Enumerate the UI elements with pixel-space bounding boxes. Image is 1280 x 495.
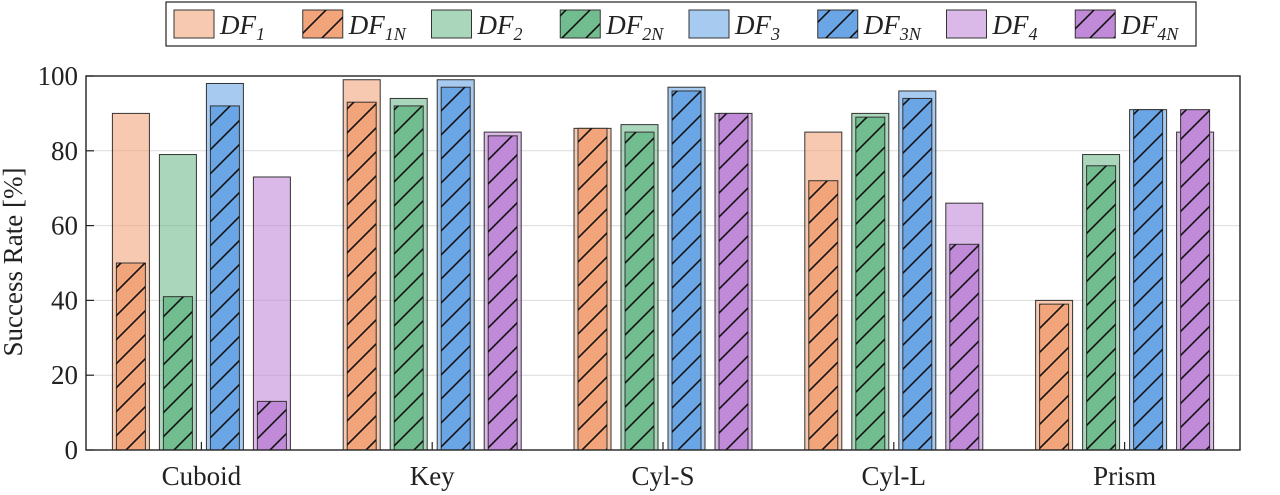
bar-hatch-df2n-cuboid	[163, 296, 193, 450]
legend-swatch-df4	[946, 9, 987, 39]
legend-label-df2: DF2	[477, 10, 523, 44]
bar-hatch-df1n-key	[347, 102, 377, 451]
bar-hatch-df4n-key	[488, 135, 518, 450]
bar-hatch-df4n-cyl-s	[719, 113, 748, 451]
bar-hatch-df2n-key	[394, 105, 424, 451]
legend-swatch-hatch	[302, 10, 343, 38]
legend-label-df1n: DF1N	[348, 10, 407, 44]
y-tick-label: 80	[51, 136, 78, 166]
bar-hatch-df1n-cyl-s	[578, 128, 607, 451]
y-tick-label: 60	[51, 211, 78, 241]
bar-hatch-df4n-cuboid	[257, 401, 287, 450]
y-tick-label: 0	[65, 435, 79, 465]
bar-hatch-df1n-cyl-l	[808, 180, 838, 450]
legend-label-df3: DF3	[734, 10, 780, 44]
plot-frame	[85, 75, 1241, 451]
bar-hatch-df3n-cyl-l	[902, 98, 932, 450]
legend-label-df4n: DF4N	[1120, 10, 1179, 44]
bar-hatch-df3n-prism	[1133, 109, 1163, 450]
bar-hatch-df4n-cyl-l	[949, 244, 979, 450]
y-tick-label: 20	[51, 360, 78, 390]
legend-label-df2n: DF2N	[605, 10, 664, 44]
bar-hatch-df2n-cyl-s	[625, 132, 654, 450]
bar-hatch-df4n-prism	[1180, 109, 1210, 450]
legend: DF1 DF1N DF2 DF2N DF3 DF3N DF4 DF4N	[165, 1, 1197, 47]
bar-hatch-df3n-cyl-s	[672, 90, 701, 451]
bar-hatch-df2n-cyl-l	[855, 117, 885, 450]
x-tick-label: Prism	[1093, 461, 1156, 491]
legend-swatch-df2	[431, 9, 472, 39]
legend-swatch-hatch	[817, 10, 858, 38]
legend-swatch-df1	[173, 9, 215, 39]
x-tick-label: Cyl-S	[631, 461, 694, 491]
x-tick-label: Cuboid	[162, 461, 242, 491]
legend-swatch-hatch	[1075, 10, 1116, 38]
bar-hatch-df2n-prism	[1086, 165, 1116, 450]
bar-hatch-df1n-prism	[1039, 304, 1069, 450]
y-axis-title: Success Rate [%]	[0, 168, 28, 357]
legend-label-df3n: DF3N	[863, 10, 922, 44]
x-tick-label: Cyl-L	[862, 461, 927, 491]
bar-hatch-df1n-cuboid	[116, 263, 146, 450]
legend-swatch-hatch	[560, 10, 601, 38]
x-tick-label: Key	[410, 461, 455, 491]
y-tick-label: 40	[51, 285, 78, 315]
bar-hatch-df3n-key	[441, 87, 471, 450]
legend-label-df1: DF1	[219, 10, 265, 44]
legend-label-df4: DF4	[992, 10, 1038, 44]
bars-layer	[111, 79, 1215, 451]
bar-hatch-df3n-cuboid	[210, 105, 240, 451]
y-tick-label: 100	[38, 61, 79, 91]
legend-swatch-df3	[688, 9, 730, 39]
axes-layer: 0 20 40 60 80 100 Cuboid Key Cyl-S Cyl-L Prism	[38, 61, 1241, 491]
